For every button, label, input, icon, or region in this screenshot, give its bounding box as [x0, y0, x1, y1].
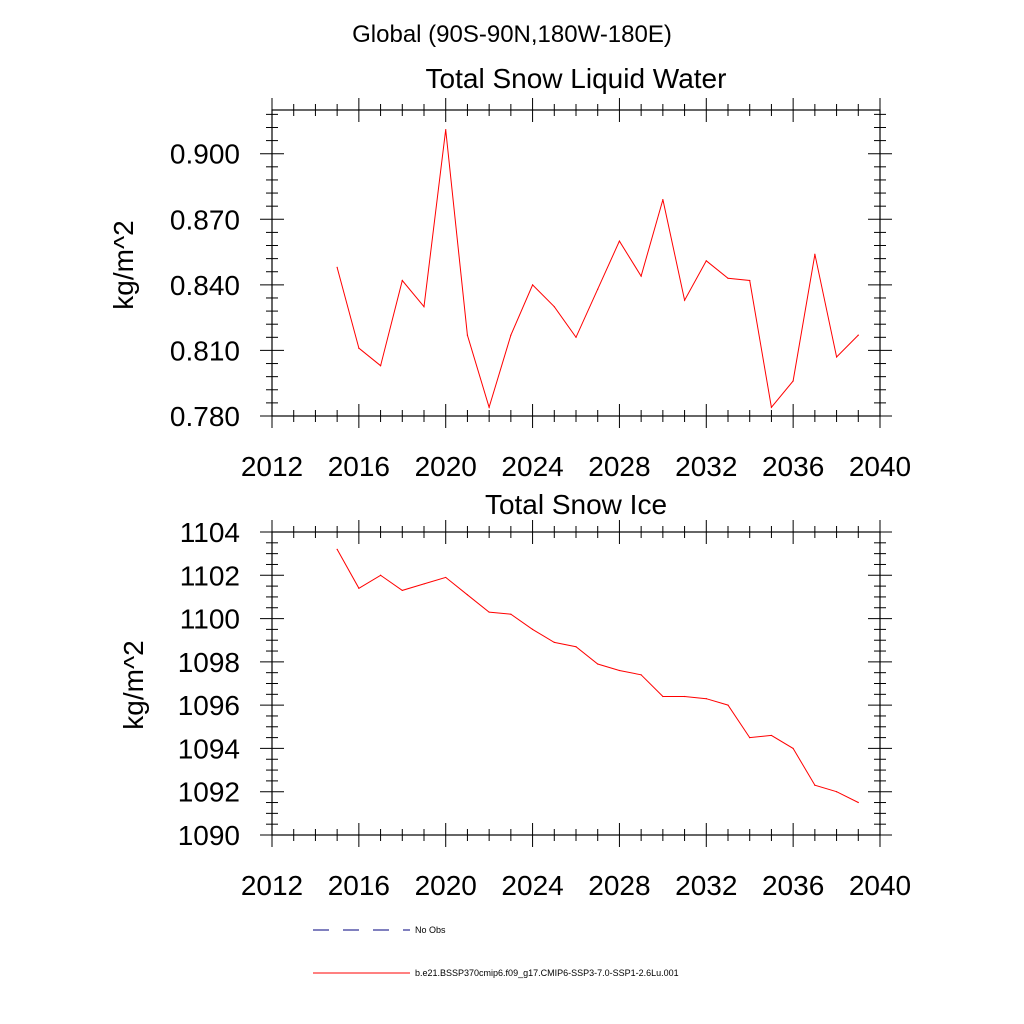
data-point [770, 734, 773, 737]
snow-liquid-water-panel: Total Snow Liquid Water kg/m^2 2012 2016 2… [108, 63, 911, 482]
y-tick-label: 1102 [180, 560, 240, 591]
data-point [597, 663, 599, 665]
data-point [683, 299, 686, 301]
y-tick-label: 1096 [178, 690, 240, 721]
y-tick-label: 0.870 [170, 204, 240, 235]
x-tick-label: 2020 [415, 870, 477, 901]
x-tick-label: 2012 [241, 870, 303, 901]
data-point [553, 641, 555, 643]
x-tick-label: 2028 [588, 451, 650, 482]
data-point [336, 266, 338, 268]
y-axis-label: kg/m^2 [118, 640, 149, 729]
series-line [336, 129, 859, 410]
data-point [727, 704, 729, 706]
x-tick-label: 2040 [849, 870, 911, 901]
data-point [553, 306, 555, 308]
y-tick-label: 1098 [178, 647, 240, 678]
x-tick-label: 2036 [762, 870, 824, 901]
region-title: Global (90S-90N,180W-180E) [352, 21, 672, 48]
data-point [792, 747, 794, 750]
chart-title: Total Snow Liquid Water [426, 63, 727, 94]
y-tick-label: 0.840 [170, 270, 240, 301]
x-tick-label: 2012 [241, 451, 303, 482]
series-line [336, 549, 859, 803]
y-tick-label: 1092 [178, 777, 240, 808]
data-point [618, 240, 621, 242]
data-point [857, 801, 859, 804]
data-point [531, 284, 534, 286]
x-tick-label: 2032 [675, 451, 737, 482]
y-tick-label: 0.810 [170, 335, 240, 366]
data-point [835, 356, 838, 358]
data-point [445, 576, 447, 579]
x-tick-label: 2020 [415, 451, 477, 482]
x-tick-label: 2024 [501, 451, 563, 482]
data-point [640, 275, 642, 277]
data-point [575, 646, 577, 648]
data-point [792, 380, 794, 382]
x-tick-label: 2016 [328, 870, 390, 901]
data-point [705, 698, 707, 700]
y-tick-label: 1090 [178, 820, 240, 851]
y-tick-label: 1100 [180, 604, 240, 635]
data-point [835, 791, 838, 793]
data-point [488, 406, 490, 408]
data-point [466, 594, 469, 596]
data-point [336, 548, 338, 550]
data-point [445, 129, 447, 131]
plot-frame [271, 109, 881, 417]
data-point [662, 199, 664, 201]
data-point [510, 613, 512, 615]
data-point [401, 279, 403, 282]
y-tick-label: 1094 [178, 733, 240, 764]
snow-ice-panel: Total Snow Ice kg/m^2 2012 2016 2020 2024 20… [118, 489, 911, 901]
data-point [358, 347, 360, 349]
x-tick-label: 2028 [588, 870, 650, 901]
data-point [575, 336, 577, 338]
y-axis-label: kg/m^2 [108, 220, 139, 309]
data-point [749, 737, 751, 739]
x-tick-label: 2024 [501, 870, 563, 901]
data-point [662, 695, 664, 698]
x-tick-label: 2032 [675, 870, 737, 901]
data-point [510, 334, 512, 336]
data-point [423, 583, 425, 585]
y-tick-label: 0.900 [170, 139, 240, 170]
legend: No Obs b.e21.BSSP370cmip6.f09_g17.CMIP6-… [313, 925, 679, 978]
data-point [727, 277, 729, 279]
data-point [423, 306, 425, 308]
data-point [683, 695, 686, 698]
x-tick-label: 2016 [328, 451, 390, 482]
data-point [358, 587, 360, 589]
legend-obs-label: No Obs [415, 925, 446, 935]
legend-case-label: b.e21.BSSP370cmip6.f09_g17.CMIP6-SSP3-7.… [415, 968, 679, 978]
data-point [597, 288, 599, 290]
chart-title: Total Snow Ice [485, 489, 667, 520]
data-point [640, 674, 642, 676]
data-point [531, 628, 534, 630]
y-tick-label: 1104 [180, 517, 240, 548]
data-point [705, 260, 707, 262]
data-point [466, 334, 469, 336]
x-tick-label: 2036 [762, 451, 824, 482]
data-point [814, 253, 816, 255]
y-tick-label: 0.780 [170, 401, 240, 432]
data-point [814, 784, 816, 786]
data-point [379, 574, 382, 576]
x-tick-label: 2040 [849, 451, 911, 482]
data-point [488, 611, 490, 613]
data-point [857, 334, 859, 336]
data-point [749, 279, 751, 282]
plot-frame [271, 531, 881, 836]
data-point [770, 406, 773, 408]
data-point [618, 669, 621, 672]
data-point [401, 589, 403, 592]
data-point [379, 365, 382, 367]
